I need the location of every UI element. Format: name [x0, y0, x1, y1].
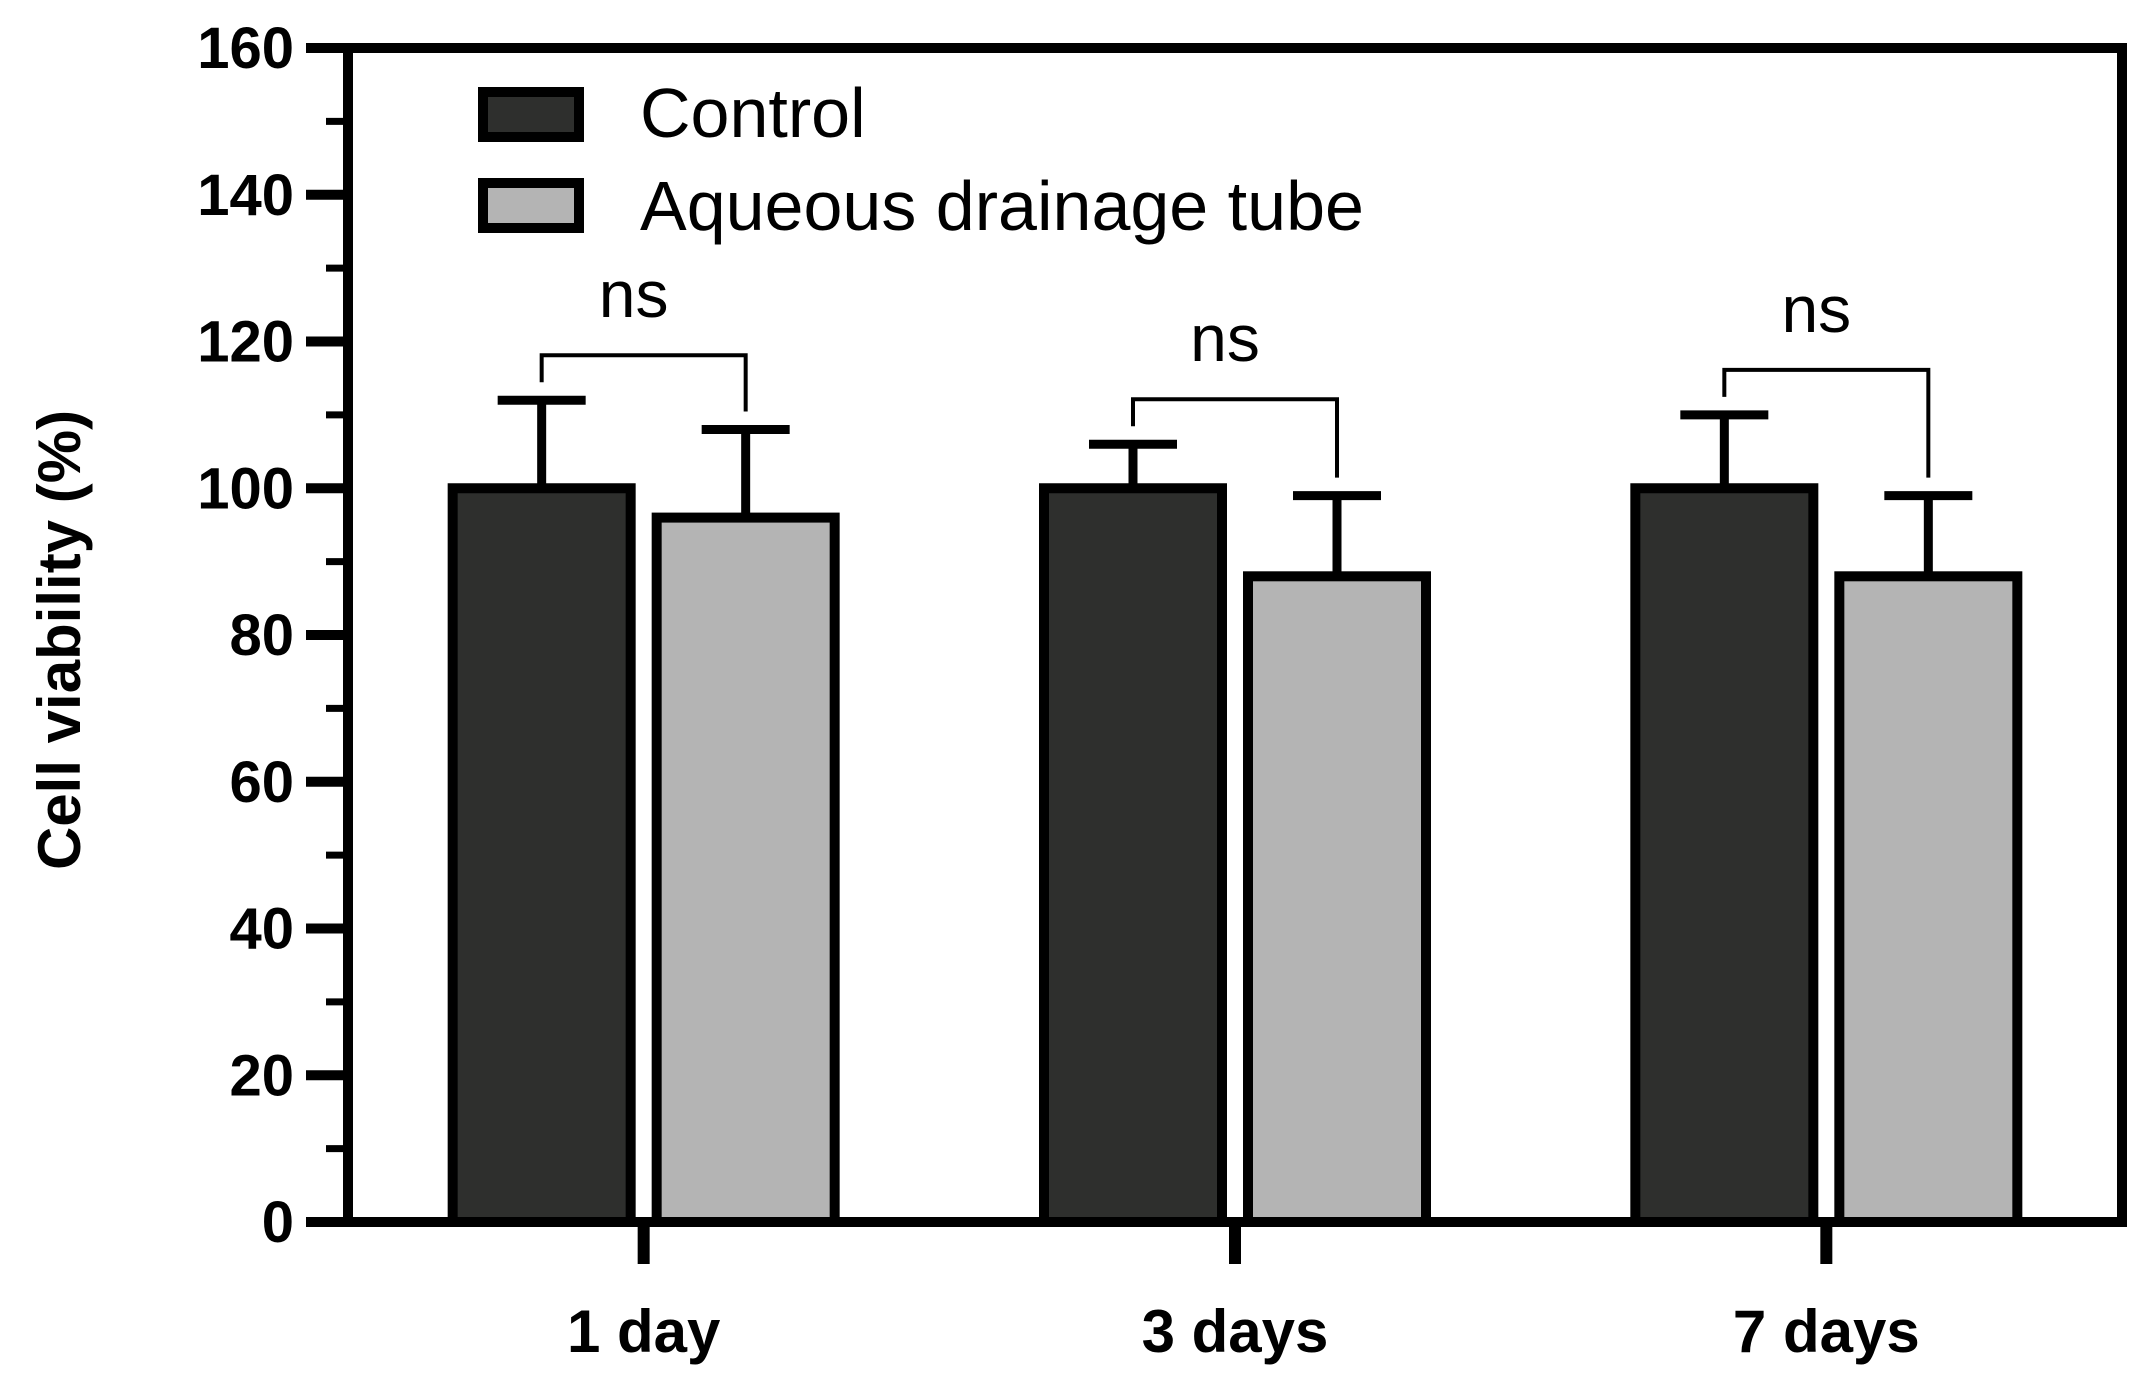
y-tick-label: 20 [229, 1043, 294, 1108]
x-tick-label: 3 days [1142, 1298, 1329, 1365]
y-axis-title: Cell viability (%) [26, 410, 93, 870]
significance-bracket [1131, 397, 1339, 478]
legend-swatch-control [478, 87, 584, 142]
bar-aqueous-drainage-tube [1243, 571, 1431, 1227]
y-tick-label: 0 [262, 1190, 294, 1255]
y-tick-label: 140 [197, 163, 294, 228]
x-tick-label: 1 day [567, 1298, 721, 1365]
y-tick-label: 160 [197, 16, 294, 81]
bar-control [447, 483, 636, 1227]
significance-bracket [539, 353, 748, 412]
legend: Control Aqueous drainage tube [478, 74, 1364, 245]
significance-label: ns [599, 257, 669, 331]
bar-control [1630, 483, 1819, 1227]
significance-label: ns [1190, 301, 1260, 375]
plot-area: 0 20 40 60 80 100 120 140 160 1 day ns 3 days ns 7 da… [197, 16, 2127, 1365]
y-tick-label: 40 [229, 897, 294, 962]
bar-control [1039, 483, 1227, 1227]
bar-aqueous-drainage-tube [651, 512, 840, 1227]
y-tick-label: 80 [229, 603, 294, 668]
legend-label-aqueous-drainage-tube: Aqueous drainage tube [640, 167, 1364, 245]
x-tick-label: 7 days [1733, 1298, 1920, 1365]
significance-label: ns [1781, 272, 1851, 346]
bar-aqueous-drainage-tube [1834, 571, 2023, 1227]
legend-swatch-aqueous-drainage-tube [478, 178, 584, 233]
y-tick-label: 60 [229, 750, 294, 815]
legend-label-control: Control [640, 74, 866, 152]
y-tick-label: 120 [197, 310, 294, 375]
significance-bracket [1722, 367, 1931, 478]
y-tick-label: 100 [197, 456, 294, 521]
